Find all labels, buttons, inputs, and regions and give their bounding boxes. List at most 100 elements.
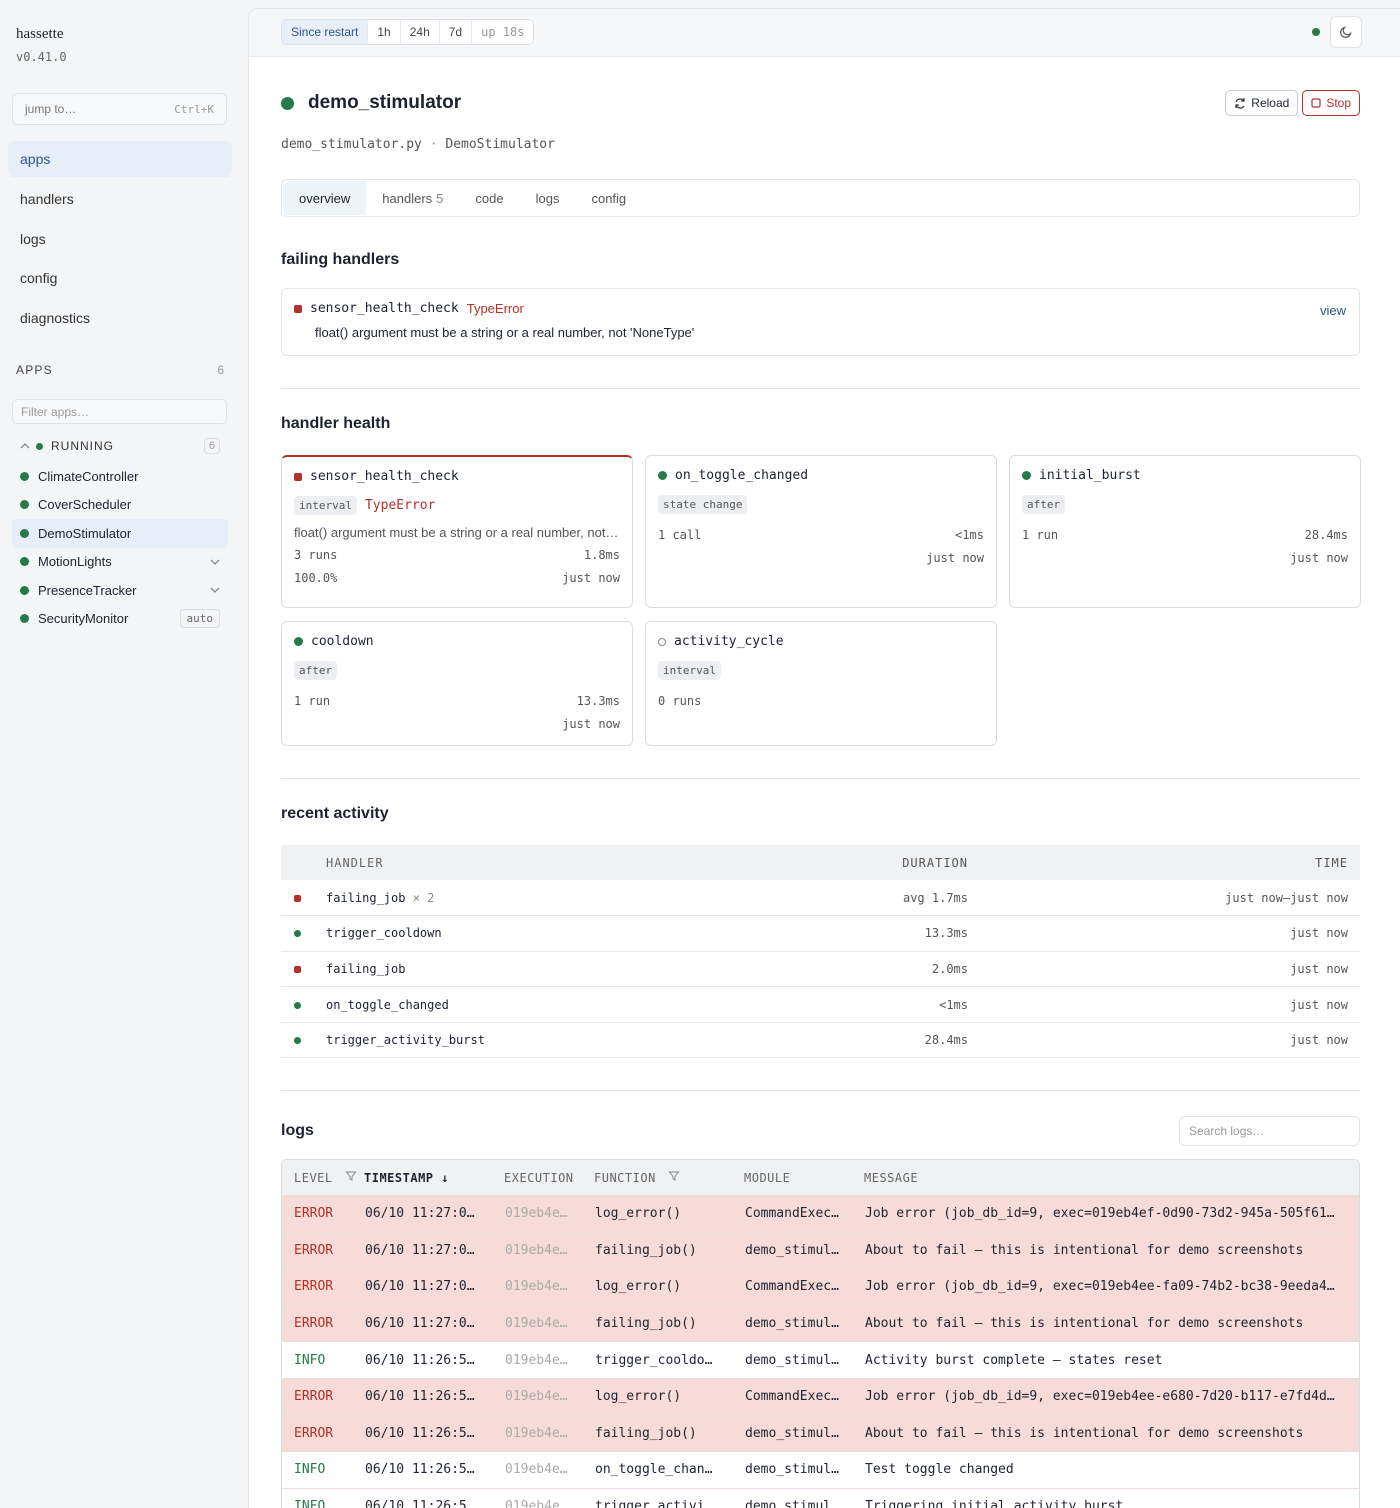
activity-row[interactable]: on_toggle_changed <1ms just now (281, 986, 1360, 1023)
app-item[interactable]: MotionLights (12, 548, 228, 577)
log-search[interactable]: Search logs… (1179, 1116, 1360, 1147)
nav-item[interactable]: apps (8, 141, 232, 177)
tab[interactable]: overview (283, 181, 367, 215)
log-row[interactable]: ERROR 06/10 11:27:0… 019eb4e… log_error() Co… (282, 1268, 1359, 1306)
health-grid: sensor_health_check interval TypeError floa… (281, 455, 1361, 746)
group[interactable]: RUNNING 6 (20, 438, 220, 454)
range[interactable]: 1h (368, 20, 401, 44)
card-name: activity_cycle (658, 634, 984, 649)
group-label: RUNNING (51, 439, 114, 453)
app-item[interactable]: PresenceTracker (12, 576, 228, 605)
range[interactable]: 7d (440, 20, 473, 44)
count: 6 (217, 363, 224, 377)
cell: ERROR (282, 1305, 364, 1343)
handler-card[interactable]: on_toggle_changed state change 1 call <1ms j… (645, 455, 997, 608)
app-item[interactable]: ClimateController (12, 462, 228, 491)
stat: 1 run (294, 694, 331, 708)
filter-icon (345, 1171, 357, 1182)
top-right (1312, 16, 1362, 48)
tab[interactable]: config (575, 181, 642, 215)
cell: 019eb4e… (504, 1305, 594, 1343)
main-panel: Since restart 1h 24h 7d up 18s demo_stimulato… (248, 8, 1400, 1508)
logs-wrap: LEVEL TIMESTAMP ↓ EXECUTION FUNCTION MODULE M… (281, 1159, 1360, 1508)
tab[interactable]: handlers 5 (366, 181, 459, 215)
status-dot (294, 472, 302, 481)
apps-heading: APPS 6 (16, 363, 224, 377)
theme-toggle[interactable] (1330, 16, 1362, 48)
col[interactable]: EXECUTION (504, 1160, 594, 1196)
status (281, 880, 325, 917)
handler-card[interactable]: activity_cycle interval 0 runs (645, 621, 997, 746)
app-item[interactable]: CoverScheduler (12, 491, 228, 520)
stat: just now (562, 717, 620, 731)
fail-head: sensor_health_check TypeError (294, 301, 1347, 316)
brand: hassette (16, 26, 64, 42)
app-item[interactable]: DemoStimulator (12, 519, 228, 548)
multiplier: × 2 (412, 890, 435, 905)
cell: 06/10 11:26:5… (364, 1415, 504, 1453)
cell: ERROR (282, 1415, 364, 1453)
col-label: FUNCTION (594, 1171, 656, 1186)
divider (281, 778, 1360, 779)
nav-item[interactable]: diagnostics (20, 310, 91, 327)
activity-row[interactable]: failing_job 2.0ms just now (281, 951, 1360, 988)
app-title: demo_stimulator (308, 92, 462, 113)
file: demo_stimulator.py (281, 137, 422, 152)
tab[interactable]: code (459, 181, 519, 215)
cell: 019eb4e… (504, 1378, 594, 1416)
cell: ERROR (282, 1195, 364, 1233)
col[interactable]: MODULE (744, 1160, 864, 1196)
log-row[interactable]: ERROR 06/10 11:26:5… 019eb4e… failing_job()… (282, 1415, 1359, 1453)
status-dot (281, 96, 294, 110)
cell: About to fail — this is intentional for … (864, 1415, 1359, 1453)
cell: Job error (job_db_id=9, exec=019eb4ef-0d… (864, 1195, 1359, 1233)
log-row[interactable]: ERROR 06/10 11:26:5… 019eb4e… log_error() Co… (282, 1378, 1359, 1416)
tag-row: after (294, 661, 620, 680)
log-row[interactable]: INFO 06/10 11:26:5… 019eb4e… on_toggle_chan… (282, 1451, 1359, 1489)
nav-item[interactable]: handlers (20, 190, 74, 207)
log-row[interactable]: ERROR 06/10 11:27:0… 019eb4e… failing_job()… (282, 1232, 1359, 1270)
col[interactable]: MESSAGE (864, 1160, 1359, 1196)
stat: 1 run (1022, 528, 1059, 542)
tag: after (1022, 495, 1066, 514)
log-row[interactable]: ERROR 06/10 11:27:0… 019eb4e… log_error() Co… (282, 1195, 1359, 1233)
handler-card[interactable]: initial_burst after 1 run 28.4ms just now (1009, 455, 1361, 608)
duration: 2.0ms (780, 951, 980, 988)
log-row[interactable]: INFO 06/10 11:26:5… 019eb4e… trigger_activi… (282, 1488, 1359, 1508)
nav-item[interactable]: logs (20, 230, 46, 247)
view-link[interactable]: view (1319, 303, 1346, 318)
range[interactable]: Since restart (282, 20, 369, 44)
error-type: TypeError (466, 301, 524, 316)
name: trigger_activity_burst (326, 1033, 485, 1048)
stop-button[interactable]: Stop (1302, 90, 1360, 116)
activity-table: HANDLER DURATION TIME failing_job × 2 avg 1.… (281, 845, 1360, 1059)
log-row[interactable]: INFO 06/10 11:26:5… 019eb4e… trigger_cooldo… (282, 1341, 1359, 1379)
cell: INFO (282, 1341, 364, 1379)
app-item[interactable]: SecurityMonitor auto (12, 605, 228, 634)
col: HANDLER (325, 845, 780, 880)
stat-row: 3 runs 1.8ms (294, 548, 620, 563)
activity-row[interactable]: trigger_cooldown 13.3ms just now (281, 915, 1360, 952)
activity-row[interactable]: trigger_activity_burst 28.4ms just now (281, 1022, 1360, 1059)
shortcut: Ctrl+K (174, 102, 214, 116)
duration: 28.4ms (780, 1022, 980, 1059)
status-dot (294, 1037, 301, 1045)
col-label: TIMESTAMP ↓ (364, 1170, 449, 1185)
reload-button[interactable]: Reload (1225, 90, 1299, 116)
jump-search[interactable]: jump to… Ctrl+K (12, 93, 227, 125)
col[interactable]: TIMESTAMP ↓ (364, 1160, 504, 1196)
nav-item[interactable]: config (20, 270, 58, 287)
status (281, 951, 325, 988)
range[interactable]: 24h (401, 20, 440, 44)
col: DURATION (780, 845, 980, 880)
handler-card[interactable]: sensor_health_check interval TypeError floa… (281, 455, 633, 608)
filter-apps[interactable]: Filter apps… (12, 399, 227, 424)
handler-card[interactable]: cooldown after 1 run 13.3ms just now (281, 621, 633, 746)
col[interactable]: LEVEL (282, 1160, 364, 1196)
log-row[interactable]: ERROR 06/10 11:27:0… 019eb4e… failing_job()… (282, 1305, 1359, 1343)
activity-row[interactable]: failing_job × 2 avg 1.7ms just now–just no… (281, 880, 1360, 917)
col[interactable]: FUNCTION (594, 1160, 744, 1196)
tab[interactable]: logs (520, 181, 576, 215)
cell: demo_stimul… (744, 1415, 864, 1453)
